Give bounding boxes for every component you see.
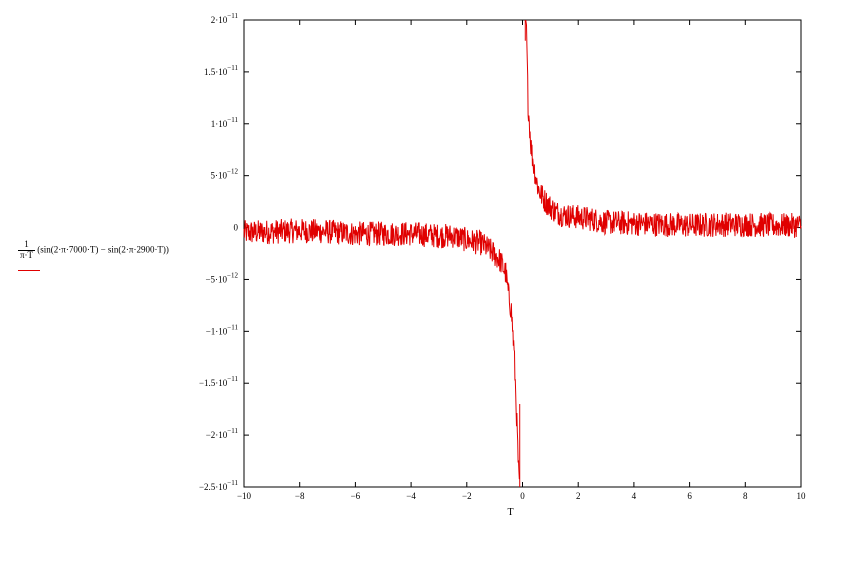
x-tick-label-10: 10 [797, 491, 807, 501]
x-tick-label-6: 2 [576, 491, 581, 501]
y-tick-label-0: 2·10−11 [211, 12, 239, 25]
series-line [243, 19, 802, 480]
y-tick-label-5: −5·10−12 [205, 271, 238, 284]
x-tick-label-1: −8 [295, 491, 305, 501]
y-tick-label-2: 1·10−11 [211, 116, 239, 129]
x-tick-label-4: −2 [462, 491, 472, 501]
legend: 1 π·T (sin(2·π·7000·T) − sin(2·π·2900·T)… [18, 239, 169, 271]
x-tick-label-0: −10 [237, 491, 252, 501]
x-axis-title: T [507, 507, 513, 518]
y-tick-label-9: −2.5·10−11 [199, 479, 239, 492]
y-tick-label-8: −2·10−11 [206, 427, 239, 440]
x-tick-label-9: 8 [743, 491, 748, 501]
x-tick-label-5: 0 [520, 491, 525, 501]
y-tick-label-4: 0 [234, 223, 239, 233]
x-tick-label-2: −6 [351, 491, 361, 501]
legend-fraction: 1 π·T [18, 239, 36, 261]
legend-expression: (sin(2·π·7000·T) − sin(2·π·2900·T)) [37, 244, 169, 255]
y-tick-label-7: −1.5·10−11 [199, 375, 239, 388]
legend-denominator: π·T [18, 249, 36, 260]
x-tick-label-7: 4 [632, 491, 637, 501]
legend-numerator: 1 [24, 239, 29, 249]
x-tick-label-8: 6 [687, 491, 692, 501]
x-tick-label-3: −4 [406, 491, 416, 501]
y-tick-label-3: 5·10−12 [211, 168, 239, 181]
legend-line-swatch [18, 270, 40, 271]
plot-frame [243, 19, 802, 488]
y-tick-label-6: −1·10−11 [206, 323, 239, 336]
y-tick-label-1: 1.5·10−11 [204, 64, 238, 77]
